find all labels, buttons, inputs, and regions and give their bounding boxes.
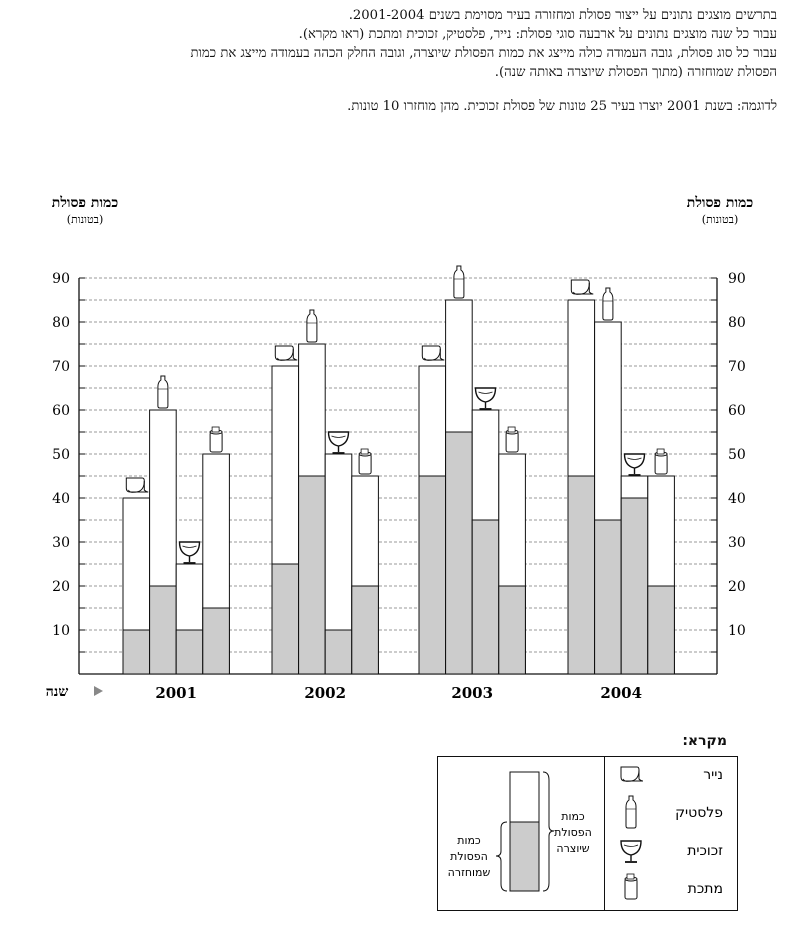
y-tick-label-right: 50	[728, 447, 746, 463]
intro-text: בתרשים מוצגים נתונים על ייצור פסולת ומחז…	[8, 6, 777, 116]
bar-groups: 2001 2002 2003 2004	[122, 265, 675, 702]
bar-recycled	[122, 629, 151, 675]
y-tick-label-right: 90	[728, 271, 746, 287]
y-tick-label-right: 60	[728, 403, 746, 419]
intro-example: לדוגמה: בשנת 2001 יוצרו בעיר 25 טונות של…	[347, 99, 777, 114]
y-tick-label-left: 90	[52, 271, 70, 287]
y-axis-title-left: כמות פסולת	[52, 195, 119, 211]
y-tick-label-left: 80	[52, 315, 70, 331]
metal-can-icon	[654, 448, 668, 475]
legend-item-label: זכוכית	[687, 843, 723, 859]
bar-recycled	[175, 629, 204, 675]
bar-recycled	[647, 585, 675, 675]
bar-recycled	[620, 497, 649, 675]
y-tick-label-right: 80	[728, 315, 746, 331]
y-axis-unit-right: (בטונות)	[702, 213, 738, 226]
legend-produced-label-1: כמות	[561, 810, 585, 823]
bar-group-2002: 2002	[271, 309, 379, 702]
metal-can-icon	[505, 426, 519, 453]
bar-recycled	[418, 475, 447, 675]
bar-recycled	[594, 519, 622, 675]
y-tick-label-right: 20	[728, 579, 746, 595]
glass-icon	[327, 431, 350, 454]
y-tick-label-left: 60	[52, 403, 70, 419]
glass-icon	[178, 541, 201, 564]
y-tick-label-right: 40	[728, 491, 746, 507]
y-tick-label-left: 20	[52, 579, 70, 595]
legend-item-label: נייר	[703, 767, 723, 783]
y-tick-label-left: 30	[52, 535, 70, 551]
plastic-bottle-icon	[306, 309, 318, 343]
y-tick-label-left: 70	[52, 359, 70, 375]
waste-chart: כמות פסולת (בטונות) כמות פסולת (בטונות) …	[46, 195, 754, 702]
legend-recycled-label-2: הפסולת	[450, 850, 488, 863]
legend-title: מקרא:	[682, 733, 727, 749]
paper-icon	[274, 345, 298, 361]
paper-icon	[570, 279, 594, 295]
bar-group-2003: 2003	[418, 265, 526, 702]
x-axis-arrow-icon	[94, 686, 103, 696]
bar-recycled	[471, 519, 500, 675]
metal-can-icon	[209, 426, 223, 453]
intro-line-4: הפסולת שמוחזרה (מתוך הפסולת שיוצרה באותה…	[494, 65, 777, 80]
plastic-bottle-icon	[453, 265, 465, 299]
x-tick-label: 2002	[304, 684, 346, 702]
legend-items: נייר פלסטיק זכוכית מתכת	[620, 766, 723, 900]
metal-can-icon	[624, 873, 638, 900]
bar-group-2004: 2004	[567, 279, 675, 702]
bar-recycled	[498, 585, 526, 675]
legend-produced-label-3: שיוצרה	[556, 842, 589, 855]
paper-icon	[421, 345, 445, 361]
x-tick-label: 2004	[600, 684, 642, 702]
glass-icon	[623, 453, 646, 476]
bar-group-2001: 2001	[122, 375, 230, 702]
bar-recycled	[567, 475, 596, 675]
legend-box	[437, 756, 738, 911]
intro-line-2: עבור כל שנה מוצגים נתונים על ארבעה סוגי …	[298, 27, 777, 42]
plastic-bottle-icon	[602, 287, 614, 321]
plastic-bottle-icon	[625, 795, 637, 829]
metal-can-icon	[358, 448, 372, 475]
bar-recycled	[149, 585, 177, 675]
legend-recycled-label-3: שמוחזרה	[448, 866, 491, 879]
plastic-bottle-icon	[157, 375, 169, 409]
y-tick-label-left: 50	[52, 447, 70, 463]
y-tick-label-right: 10	[728, 623, 746, 639]
intro-line-1: בתרשים מוצגים נתונים על ייצור פסולת ומחז…	[348, 8, 777, 23]
bar-recycled	[298, 475, 326, 675]
x-tick-label: 2001	[155, 684, 197, 702]
legend-item-label: מתכת	[688, 881, 723, 897]
y-axis-unit-left: (בטונות)	[67, 213, 103, 226]
legend-recycled-brace	[495, 821, 508, 892]
bar-recycled	[351, 585, 379, 675]
x-axis-title: שנה	[46, 684, 69, 700]
y-tick-label-left: 40	[52, 491, 70, 507]
y-axis-title-right: כמות פסולת	[687, 195, 754, 211]
intro-line-3: עבור כל סוג פסולת, גובה העמודה כולה מייצ…	[190, 46, 777, 61]
legend-produced-brace	[542, 771, 555, 892]
bar-recycled	[445, 431, 473, 675]
y-tick-label-right: 30	[728, 535, 746, 551]
y-tick-label-left: 10	[52, 623, 70, 639]
legend-produced-label-2: הפסולת	[554, 826, 592, 839]
legend-sample-recycled-bar	[509, 821, 540, 892]
paper-icon	[125, 477, 149, 493]
legend-recycled-label-1: כמות	[457, 834, 481, 847]
bar-recycled	[271, 563, 300, 675]
bar-recycled	[324, 629, 353, 675]
y-tick-label-right: 70	[728, 359, 746, 375]
glass-icon	[474, 387, 497, 410]
bar-recycled	[202, 607, 230, 675]
legend-item-label: פלסטיק	[675, 805, 723, 821]
x-tick-label: 2003	[451, 684, 493, 702]
